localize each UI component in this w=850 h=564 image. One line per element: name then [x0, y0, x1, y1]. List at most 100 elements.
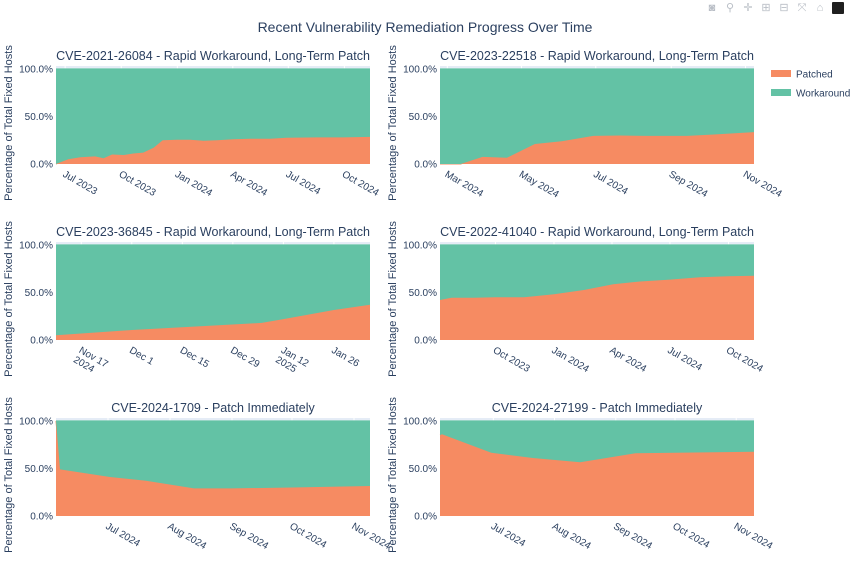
autoscale-icon[interactable]: ⤧ — [797, 2, 807, 14]
y-tick-label: 100.0% — [403, 416, 437, 427]
x-tick-label: Sep 2024 — [667, 169, 710, 200]
x-tick-label: Nov 2024 — [732, 521, 775, 552]
y-tick-label: 50.0% — [25, 464, 53, 475]
y-tick-label: 0.0% — [30, 512, 53, 523]
x-tick-line: Oct 2024 — [671, 521, 712, 551]
x-tick-line: Aug 2024 — [166, 521, 209, 552]
y-tick-label: 100.0% — [19, 416, 53, 427]
x-tick-line: Apr 2024 — [228, 169, 269, 199]
x-tick-label: Jul 2024 — [489, 521, 528, 550]
subplot-title: CVE-2023-36845 - Rapid Workaround, Long-… — [56, 225, 370, 239]
x-tick-line: Sep 2024 — [611, 521, 654, 552]
x-tick-label: Jul 2024 — [284, 169, 323, 198]
y-tick-label: 0.0% — [414, 160, 437, 171]
x-tick-line: Oct 2024 — [724, 345, 765, 375]
legend-label-patched: Patched — [796, 70, 833, 81]
x-tick-label: Dec 1 — [127, 345, 156, 368]
area-patched — [56, 136, 370, 164]
x-tick-label: Apr 2024 — [228, 169, 269, 199]
x-tick-line: Jan 2024 — [550, 345, 592, 375]
x-tick-line: Sep 2024 — [228, 521, 271, 552]
legend-swatch-patched — [771, 70, 791, 77]
x-tick-label: Sep 2024 — [611, 521, 654, 552]
y-tick-label: 100.0% — [19, 240, 53, 251]
x-tick-line: Jul 2024 — [591, 169, 630, 198]
y-tick-label: 100.0% — [403, 64, 437, 75]
y-tick-label: 0.0% — [414, 336, 437, 347]
x-tick-line: Aug 2024 — [550, 521, 593, 552]
area-patched — [56, 304, 370, 340]
x-tick-line: Oct 2023 — [491, 345, 532, 375]
area-workaround — [440, 420, 754, 463]
area-workaround — [440, 68, 754, 164]
x-tick-label: Dec 29 — [228, 345, 261, 371]
y-axis-label: Percentage of Total Fixed Hosts — [3, 221, 15, 377]
area-workaround — [56, 244, 370, 336]
y-tick-label: 50.0% — [25, 112, 53, 123]
x-tick-label: Dec 15 — [178, 345, 211, 371]
x-tick-line: Nov 2024 — [741, 169, 784, 200]
subplot-5: CVE-2024-1709 - Patch Immediately 0.0% 50.… — [3, 397, 392, 553]
x-tick-label: Jan 122025 — [273, 345, 310, 379]
y-tick-label: 0.0% — [414, 512, 437, 523]
x-tick-label: Oct 2023 — [491, 345, 532, 375]
x-tick-label: Aug 2024 — [550, 521, 593, 552]
zoom-out-icon[interactable]: ⊟ — [779, 2, 789, 14]
subplot-title: CVE-2023-22518 - Rapid Workaround, Long-… — [440, 49, 754, 63]
camera-icon[interactable]: ◙ — [708, 2, 716, 14]
x-tick-line: Nov 2024 — [732, 521, 775, 552]
x-tick-label: Jan 2024 — [550, 345, 592, 375]
y-tick-label: 0.0% — [30, 160, 53, 171]
home-icon[interactable]: ⌂ — [816, 2, 824, 14]
zoom-icon[interactable]: ⚲ — [725, 2, 735, 14]
area-workaround — [440, 244, 754, 300]
x-tick-label: Jul 2024 — [104, 521, 143, 550]
x-tick-line: Dec 29 — [228, 345, 261, 371]
x-tick-line: Jul 2024 — [284, 169, 323, 198]
legend-swatch-workaround — [771, 89, 791, 96]
subplot-1: CVE-2021-26084 - Rapid Workaround, Long-… — [3, 45, 381, 201]
x-tick-label: Jul 2024 — [591, 169, 630, 198]
zoom-in-icon[interactable]: ⊞ — [761, 2, 771, 14]
x-tick-label: Aug 2024 — [166, 521, 209, 552]
area-workaround — [56, 68, 370, 164]
plotly-logo-icon[interactable] — [832, 2, 844, 14]
y-tick-label: 0.0% — [30, 336, 53, 347]
x-tick-line: Jan 26 — [329, 345, 361, 370]
x-tick-line: Jul 2024 — [104, 521, 143, 550]
x-tick-label: Jan 2024 — [173, 169, 215, 199]
area-workaround — [56, 420, 370, 489]
x-tick-line: May 2024 — [517, 169, 561, 201]
x-tick-label: Oct 2024 — [288, 521, 329, 551]
x-tick-line: Oct 2024 — [340, 169, 381, 199]
y-tick-label: 100.0% — [403, 240, 437, 251]
subplot-3: CVE-2023-36845 - Rapid Workaround, Long-… — [3, 221, 371, 379]
chart-title: Recent Vulnerability Remediation Progres… — [258, 19, 593, 35]
y-tick-label: 50.0% — [409, 464, 437, 475]
x-tick-label: May 2024 — [517, 169, 561, 201]
x-tick-line: Oct 2023 — [117, 169, 158, 199]
x-tick-line: Sep 2024 — [667, 169, 710, 200]
x-tick-line: Oct 2024 — [288, 521, 329, 551]
subplot-title: CVE-2024-27199 - Patch Immediately — [492, 401, 703, 415]
x-tick-line: Mar 2024 — [443, 169, 485, 200]
x-tick-label: Jul 2023 — [61, 169, 100, 198]
pan-icon[interactable]: ✛ — [743, 2, 753, 14]
x-tick-line: Jul 2024 — [489, 521, 528, 550]
subplot-4: CVE-2022-41040 - Rapid Workaround, Long-… — [387, 221, 765, 377]
y-tick-label: 50.0% — [409, 288, 437, 299]
x-tick-line: Dec 15 — [178, 345, 211, 371]
subplot-title: CVE-2024-1709 - Patch Immediately — [111, 401, 315, 415]
x-tick-line: Jul 2023 — [61, 169, 100, 198]
area-patched — [440, 132, 754, 164]
y-tick-label: 50.0% — [25, 288, 53, 299]
x-tick-label: Jul 2024 — [665, 345, 704, 374]
x-tick-line: Nov 2024 — [350, 521, 393, 552]
x-tick-label: Oct 2024 — [671, 521, 712, 551]
y-tick-label: 50.0% — [409, 112, 437, 123]
y-tick-label: 100.0% — [19, 64, 53, 75]
area-patched — [440, 275, 754, 340]
y-axis-label: Percentage of Total Fixed Hosts — [387, 45, 399, 201]
x-tick-line: Jul 2024 — [665, 345, 704, 374]
subplot-title: CVE-2021-26084 - Rapid Workaround, Long-… — [56, 49, 370, 63]
